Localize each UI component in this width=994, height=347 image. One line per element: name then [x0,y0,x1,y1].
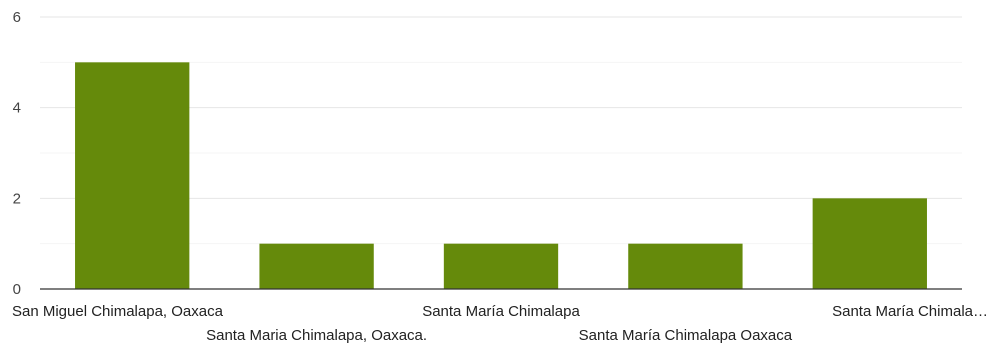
bar[interactable] [812,198,927,289]
y-axis-ticks: 0 2 4 6 [13,9,21,298]
x-category-label: Santa María Chimalapa [422,303,580,320]
bar[interactable] [75,62,190,290]
bar[interactable] [443,243,559,289]
x-axis-labels: San Miguel Chimalapa, Oaxaca Santa Maria … [12,303,988,344]
grid-layer [40,16,962,245]
y-tick-label: 0 [13,281,21,298]
x-category-label: Santa Maria Chimalapa, Oaxaca. [206,327,427,344]
bars-layer [75,62,927,290]
x-category-label: Santa María Chimalapa Oaxaca [579,327,793,344]
bar[interactable] [259,243,374,289]
y-tick-label: 4 [13,100,21,117]
y-tick-label: 2 [13,190,21,207]
y-tick-label: 6 [13,9,21,26]
bar[interactable] [628,243,743,289]
x-category-label: Santa María Chimala… [832,303,988,320]
x-category-label: San Miguel Chimalapa, Oaxaca [12,303,224,320]
